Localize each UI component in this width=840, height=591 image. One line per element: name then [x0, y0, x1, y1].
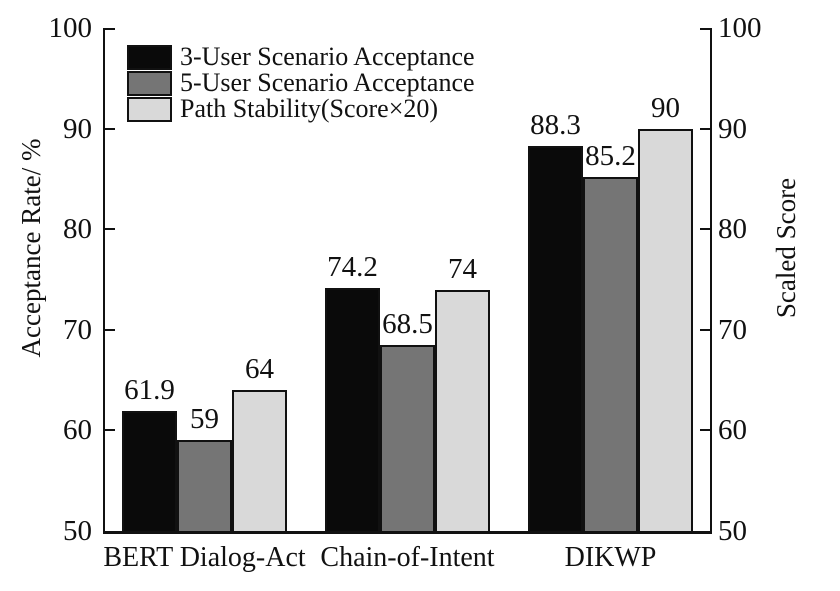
- bar-value-label: 90: [651, 91, 680, 124]
- y-axis-tick-left: [105, 228, 115, 231]
- y-tick-label-right: 80: [718, 213, 747, 246]
- bar-value-label: 74.2: [327, 250, 378, 283]
- y-tick-label-right: 90: [718, 112, 747, 145]
- bar: [435, 290, 490, 531]
- y-axis-tick-right: [700, 228, 710, 231]
- y-tick-label-right: 70: [718, 313, 747, 346]
- y-tick-label-left: 60: [63, 414, 92, 447]
- bar-value-label: 68.5: [382, 307, 433, 340]
- bar: [583, 177, 638, 531]
- legend-item: Path Stability(Score×20): [127, 96, 475, 122]
- legend-item: 3-User Scenario Acceptance: [127, 44, 475, 70]
- legend-item: 5-User Scenario Acceptance: [127, 70, 475, 96]
- y-tick-label-left: 70: [63, 313, 92, 346]
- right-axis-title: Scaled Score: [771, 177, 801, 319]
- x-category-label: Chain-of-Intent: [320, 542, 495, 573]
- y-tick-label-left: 100: [48, 12, 93, 44]
- bar-value-label: 59: [190, 403, 219, 436]
- bar-value-label: 61.9: [124, 374, 175, 407]
- legend: 3-User Scenario Acceptance 5-User Scenari…: [127, 44, 475, 122]
- bar: [325, 288, 380, 531]
- x-category-label: DIKWP: [564, 542, 657, 573]
- y-axis-tick-right: [700, 127, 710, 130]
- bar: [380, 345, 435, 531]
- y-tick-label-left: 90: [63, 112, 92, 145]
- legend-swatch: [127, 70, 172, 96]
- bar: [122, 411, 177, 531]
- y-axis-tick-left: [105, 28, 115, 30]
- y-tick-label-left: 80: [63, 213, 92, 246]
- bar-value-label: 74: [448, 252, 477, 285]
- bar: [177, 440, 232, 531]
- y-tick-label-left: 50: [63, 515, 92, 547]
- y-axis-tick-right: [700, 328, 710, 331]
- bar: [528, 146, 583, 531]
- bar-value-label: 64: [245, 353, 274, 386]
- y-axis-tick-left: [105, 328, 115, 331]
- y-tick-label-right: 100: [718, 12, 762, 44]
- legend-swatch: [127, 44, 172, 70]
- y-axis-tick-left: [105, 429, 115, 432]
- bar-value-label: 88.3: [530, 108, 581, 141]
- legend-item-label: 3-User Scenario Acceptance: [180, 42, 475, 71]
- x-category-label: BERT Dialog-Act: [103, 542, 306, 573]
- legend-swatch: [127, 96, 172, 122]
- y-tick-label-right: 50: [718, 515, 747, 547]
- legend-item-label: 5-User Scenario Acceptance: [180, 68, 475, 97]
- y-axis-tick-right: [700, 429, 710, 432]
- legend-item-label: Path Stability(Score×20): [180, 94, 439, 123]
- bar-value-label: 85.2: [585, 139, 636, 172]
- bar: [638, 129, 693, 531]
- y-tick-label-right: 60: [718, 414, 747, 447]
- y-axis-tick-right: [700, 28, 710, 30]
- y-axis-tick-left: [105, 127, 115, 130]
- bar: [232, 390, 287, 531]
- plot-area: 61.9 59 64 74.2 68.5 74 88.3 85.2 90: [103, 28, 712, 534]
